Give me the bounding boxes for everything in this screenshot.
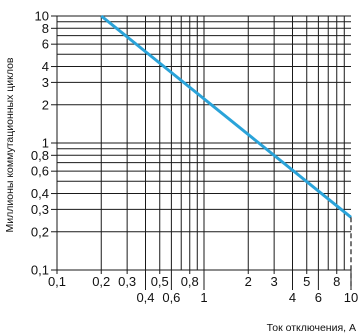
y-tick-label: 0,2 [31,224,49,239]
series-line [101,16,351,217]
x-axis-label: Ток отключения, А [267,322,356,334]
x-tick-label: 3 [271,274,278,289]
y-tick-label: 3 [42,75,49,90]
x-tick-label: 6 [315,290,322,305]
x-tick-label: 4 [289,290,296,305]
y-tick-label: 1 [42,136,49,151]
y-tick-label: 4 [42,59,49,74]
x-tick-label: 10 [344,290,358,305]
y-tick-label: 0,6 [31,164,49,179]
y-axis-label: Миллионы коммутационных циклов [4,57,16,232]
x-tick-label: 1 [200,290,207,305]
series-layer [101,16,351,290]
y-tick-label: 6 [42,37,49,52]
y-tick-label: 10 [35,9,49,24]
y-tick-label: 2 [42,97,49,112]
x-tick-label: 0,8 [181,274,199,289]
y-tick-label: 0,1 [31,263,49,278]
x-tick-label: 0,1 [48,274,66,289]
x-tick-label: 5 [303,274,310,289]
x-tick-label: 0,5 [151,274,169,289]
x-tick-label: 0,2 [92,274,110,289]
y-tick-label: 0,4 [31,186,49,201]
y-tick-label: 0,3 [31,202,49,217]
grid [57,16,351,270]
x-tick-label: 0,6 [162,290,180,305]
x-tick-label: 2 [245,274,252,289]
x-tick-label: 8 [333,274,340,289]
x-tick-label: 0,4 [136,290,154,305]
x-tick-label: 0,3 [118,274,136,289]
